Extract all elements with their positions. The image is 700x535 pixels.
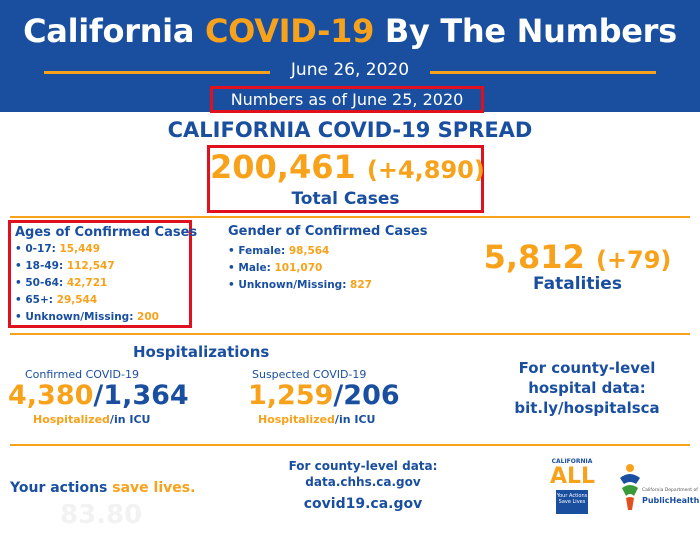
item-value: 101,070	[274, 262, 323, 274]
caption-hospitalized: Hospitalized	[258, 413, 335, 426]
separator: /	[333, 380, 344, 411]
divider	[10, 444, 690, 446]
title-part-2: By The Numbers	[374, 12, 677, 50]
total-cases-label: Total Cases	[291, 189, 400, 209]
suspected-caption: Hospitalized/in ICU	[258, 413, 375, 426]
logo-state: CALIFORNIA	[551, 458, 593, 465]
list-item: • Unknown/Missing: 200	[15, 311, 159, 323]
total-cases-box: 200,461 (+4,890) Total Cases	[207, 145, 485, 213]
list-item: • 50-64: 42,721	[15, 277, 107, 289]
website-link[interactable]: covid19.ca.gov	[303, 496, 423, 512]
ages-section: Ages of Confirmed Cases • 0-17: 15,449 •…	[8, 220, 197, 328]
logo-tag-line1: Your Actions	[556, 493, 588, 499]
county-data-info: For county-level data: data.chhs.ca.gov	[278, 458, 448, 490]
total-cases-delta: (+4,890)	[366, 156, 485, 184]
fatalities-label: Fatalities	[533, 274, 622, 294]
county-hospital-line2: hospital data:	[528, 379, 646, 397]
divider	[10, 216, 690, 218]
public-health-logo: California Department of PublicHealth	[618, 462, 700, 517]
confirmed-hospitalized: 4,380	[8, 380, 94, 411]
confirmed-hospital-values: 4,380/1,364	[8, 380, 189, 411]
ghost-text: 83.80	[60, 500, 143, 530]
suspected-icu: 206	[343, 380, 400, 411]
logo-name: PublicHealth	[642, 496, 700, 505]
item-label: • Unknown/Missing:	[228, 279, 351, 291]
list-item: • Unknown/Missing: 827	[228, 279, 372, 291]
item-value: 42,721	[66, 277, 108, 289]
confirmed-subtitle: Confirmed COVID-19	[25, 368, 139, 381]
item-label: • Unknown/Missing:	[15, 311, 138, 323]
item-label: • Male:	[228, 262, 275, 274]
fatalities-delta: (+79)	[595, 246, 672, 274]
logo-word: ALL	[550, 464, 596, 489]
logo-tag: Your Actions Save Lives	[556, 490, 588, 514]
item-label: • 0-17:	[15, 243, 60, 255]
report-date: June 26, 2020	[290, 60, 410, 80]
title-accent: COVID-19	[204, 12, 375, 50]
as-of-date: Numbers as of June 25, 2020	[210, 86, 484, 113]
caption-hospitalized: Hospitalized	[33, 413, 110, 426]
fatalities-number: 5,812	[483, 238, 585, 276]
total-cases-value: 200,461 (+4,890)	[210, 148, 485, 186]
slogan-part-1: Your actions	[10, 480, 113, 496]
county-data-link[interactable]: data.chhs.ca.gov	[305, 475, 421, 489]
item-label: • Female:	[228, 245, 289, 257]
date-row: June 26, 2020	[0, 58, 700, 86]
suspected-hospitalized: 1,259	[248, 380, 334, 411]
list-item: • 65+: 29,544	[15, 294, 97, 306]
list-item: • Male: 101,070	[228, 262, 322, 274]
item-value: 200	[137, 311, 159, 323]
gender-title: Gender of Confirmed Cases	[228, 224, 428, 239]
county-hospital-line1: For county-level	[518, 359, 656, 377]
hospitalizations-title: Hospitalizations	[133, 343, 270, 361]
divider	[10, 333, 690, 335]
caption-icu: /in ICU	[334, 413, 376, 426]
divider	[430, 71, 656, 74]
title-part-1: California	[23, 12, 205, 50]
page-title: California COVID-19 By The Numbers	[0, 12, 700, 50]
separator: /	[93, 380, 104, 411]
confirmed-icu: 1,364	[103, 380, 189, 411]
caption-icu: /in ICU	[109, 413, 151, 426]
fatalities-value: 5,812 (+79)	[480, 238, 675, 276]
item-label: • 18-49:	[15, 260, 67, 272]
item-value: 112,547	[66, 260, 115, 272]
divider	[44, 71, 270, 74]
item-value: 98,564	[288, 245, 330, 257]
fatalities-section: 5,812 (+79) Fatalities	[480, 238, 675, 294]
item-label: • 50-64:	[15, 277, 67, 289]
suspected-hospital-values: 1,259/206	[248, 380, 400, 411]
county-data-line1: For county-level data:	[288, 459, 438, 473]
header-banner: California COVID-19 By The Numbers June …	[0, 0, 700, 113]
actions-slogan: Your actions save lives.	[10, 480, 195, 496]
item-label: • 65+:	[15, 294, 57, 306]
total-cases-number: 200,461	[210, 148, 356, 186]
slogan-accent: save lives.	[112, 480, 196, 496]
suspected-subtitle: Suspected COVID-19	[252, 368, 367, 381]
item-value: 15,449	[59, 243, 101, 255]
item-value: 827	[350, 279, 372, 291]
confirmed-caption: Hospitalized/in ICU	[33, 413, 150, 426]
spread-title: CALIFORNIA COVID-19 SPREAD	[167, 118, 533, 142]
ages-title: Ages of Confirmed Cases	[15, 225, 198, 240]
logo-dept-text: California Department of	[642, 488, 698, 493]
public-health-figure-icon	[620, 464, 640, 510]
logo-tag-line2: Save Lives	[558, 499, 586, 505]
county-hospital-info: For county-level hospital data: bit.ly/h…	[492, 358, 682, 418]
list-item: • 0-17: 15,449	[15, 243, 100, 255]
list-item: • 18-49: 112,547	[15, 260, 115, 272]
list-item: • Female: 98,564	[228, 245, 329, 257]
california-all-logo: CALIFORNIA ALL Your Actions Save Lives	[550, 458, 596, 518]
item-value: 29,544	[56, 294, 98, 306]
hospital-data-link[interactable]: bit.ly/hospitalsca	[514, 399, 660, 417]
